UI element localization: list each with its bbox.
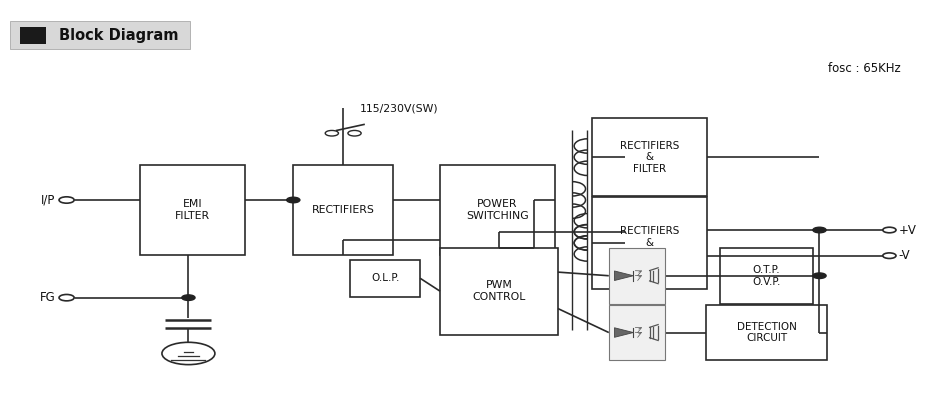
FancyBboxPatch shape [350, 260, 420, 297]
FancyBboxPatch shape [140, 165, 245, 255]
Text: -V: -V [899, 249, 910, 262]
FancyBboxPatch shape [20, 27, 46, 44]
Circle shape [813, 273, 826, 278]
Text: POWER
SWITCHING: POWER SWITCHING [466, 199, 528, 221]
Text: I/P: I/P [42, 194, 56, 206]
Text: 115/230V(SW): 115/230V(SW) [360, 103, 438, 113]
Text: O.T.P.
O.V.P.: O.T.P. O.V.P. [752, 265, 780, 286]
FancyBboxPatch shape [10, 21, 189, 49]
Circle shape [182, 295, 195, 300]
FancyBboxPatch shape [609, 305, 665, 360]
FancyBboxPatch shape [294, 165, 393, 255]
Text: RECTIFIERS
&
FILTER: RECTIFIERS & FILTER [619, 226, 679, 260]
Text: O.L.P.: O.L.P. [371, 273, 400, 283]
Text: +V: +V [899, 224, 917, 236]
FancyBboxPatch shape [592, 118, 706, 196]
Circle shape [883, 227, 896, 233]
Text: DETECTION
CIRCUIT: DETECTION CIRCUIT [737, 322, 796, 343]
Polygon shape [615, 328, 634, 337]
Circle shape [348, 130, 361, 136]
Circle shape [59, 197, 74, 203]
Circle shape [59, 294, 74, 301]
Text: FG: FG [40, 291, 56, 304]
FancyBboxPatch shape [720, 248, 813, 304]
Circle shape [883, 253, 896, 258]
Circle shape [813, 227, 826, 233]
Text: PWM
CONTROL: PWM CONTROL [473, 280, 526, 302]
Circle shape [162, 342, 215, 365]
Circle shape [325, 130, 338, 136]
Text: EMI
FILTER: EMI FILTER [175, 199, 210, 221]
Text: Block Diagram: Block Diagram [60, 28, 179, 43]
FancyBboxPatch shape [706, 305, 828, 360]
Text: RECTIFIERS
&
FILTER: RECTIFIERS & FILTER [619, 140, 679, 174]
Text: fosc : 65KHz: fosc : 65KHz [828, 62, 901, 75]
Polygon shape [615, 271, 634, 280]
Circle shape [287, 197, 300, 203]
FancyBboxPatch shape [609, 248, 665, 304]
FancyBboxPatch shape [440, 165, 555, 255]
Text: RECTIFIERS: RECTIFIERS [312, 205, 375, 215]
FancyBboxPatch shape [440, 248, 558, 334]
FancyBboxPatch shape [592, 197, 706, 289]
